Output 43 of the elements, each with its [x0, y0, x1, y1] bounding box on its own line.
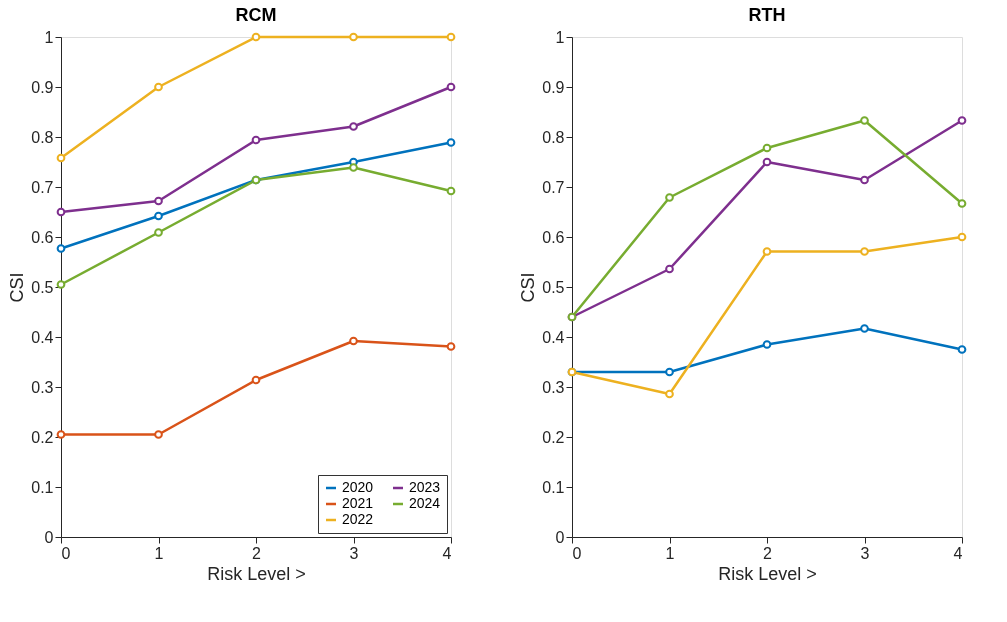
x-tick-label: 3 [860, 544, 870, 562]
y-tick-label: 0.4 [31, 328, 54, 346]
y-tick-label: 0 [555, 528, 565, 546]
y-axis-title: CSI [518, 272, 539, 303]
y-tick-label: 0.6 [31, 228, 54, 246]
legend-label: 2024 [409, 495, 441, 511]
y-tick-label: 0.7 [31, 178, 54, 196]
y-tick-label: 0.8 [542, 128, 565, 146]
x-axis-title: Risk Level > [718, 563, 817, 584]
y-tick-label: 0.8 [31, 128, 54, 146]
legend-label: 2022 [342, 511, 374, 527]
chart-title: RCM [235, 5, 277, 25]
y-tick-label: 0.2 [31, 428, 54, 446]
y-tick-label: 0.2 [542, 428, 565, 446]
y-tick-label: 0 [44, 528, 54, 546]
y-tick-label: 0.3 [542, 378, 565, 396]
y-tick-label: 0.7 [542, 178, 565, 196]
y-tick-label: 1 [44, 28, 54, 46]
x-tick-label: 2 [763, 544, 773, 562]
x-tick-label: 1 [665, 544, 675, 562]
y-tick-label: 0.3 [31, 378, 54, 396]
y-axis-title: CSI [7, 272, 28, 303]
x-tick-label: 1 [154, 544, 164, 562]
y-tick-label: 0.6 [542, 228, 565, 246]
x-tick-label: 0 [572, 544, 582, 562]
legend-label: 2020 [342, 479, 374, 495]
y-tick-label: 0.1 [31, 478, 54, 496]
legend-label: 2023 [409, 479, 441, 495]
y-tick-label: 0.9 [31, 78, 54, 96]
x-tick-label: 2 [252, 544, 262, 562]
x-axis-title: Risk Level > [207, 563, 306, 584]
y-tick-label: 0.4 [542, 328, 565, 346]
x-tick-label: 4 [953, 544, 963, 562]
y-tick-label: 0.9 [542, 78, 565, 96]
chart-title: RTH [748, 5, 786, 25]
y-tick-label: 0.5 [31, 278, 54, 296]
x-tick-label: 4 [442, 544, 452, 562]
y-tick-label: 1 [555, 28, 565, 46]
y-tick-label: 0.1 [542, 478, 565, 496]
legend-label: 2021 [342, 495, 374, 511]
x-tick-label: 3 [349, 544, 359, 562]
x-tick-label: 0 [61, 544, 71, 562]
y-tick-label: 0.5 [542, 278, 565, 296]
